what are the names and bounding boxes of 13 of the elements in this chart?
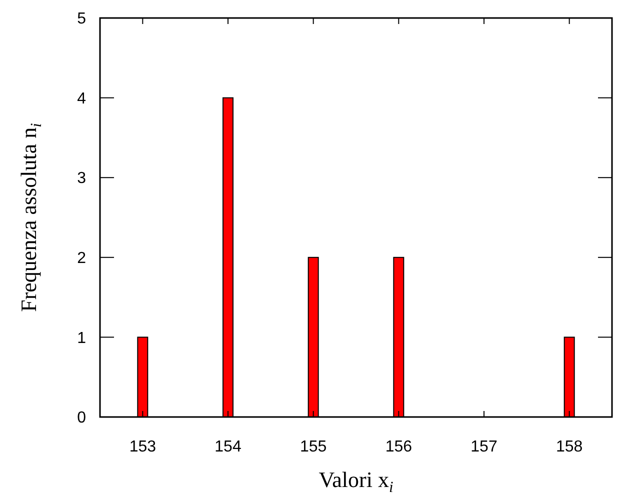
x-tick-label: 155 [300,438,327,456]
y-tick-label: 1 [77,330,86,347]
x-tick-label: 157 [470,438,498,456]
y-tick-label: 4 [77,90,86,108]
x-tick-label: 153 [129,438,156,456]
y-tick-label: 3 [77,170,86,188]
y-tick-label: 5 [77,10,86,28]
x-tick-label: 158 [556,438,583,456]
y-tick-label: 0 [77,410,86,427]
x-tick-label: 156 [385,438,412,456]
x-tick-label: 154 [214,438,242,456]
y-tick-label: 2 [77,250,86,267]
x-axis-title: Valori x$_{i}$ [318,467,394,496]
